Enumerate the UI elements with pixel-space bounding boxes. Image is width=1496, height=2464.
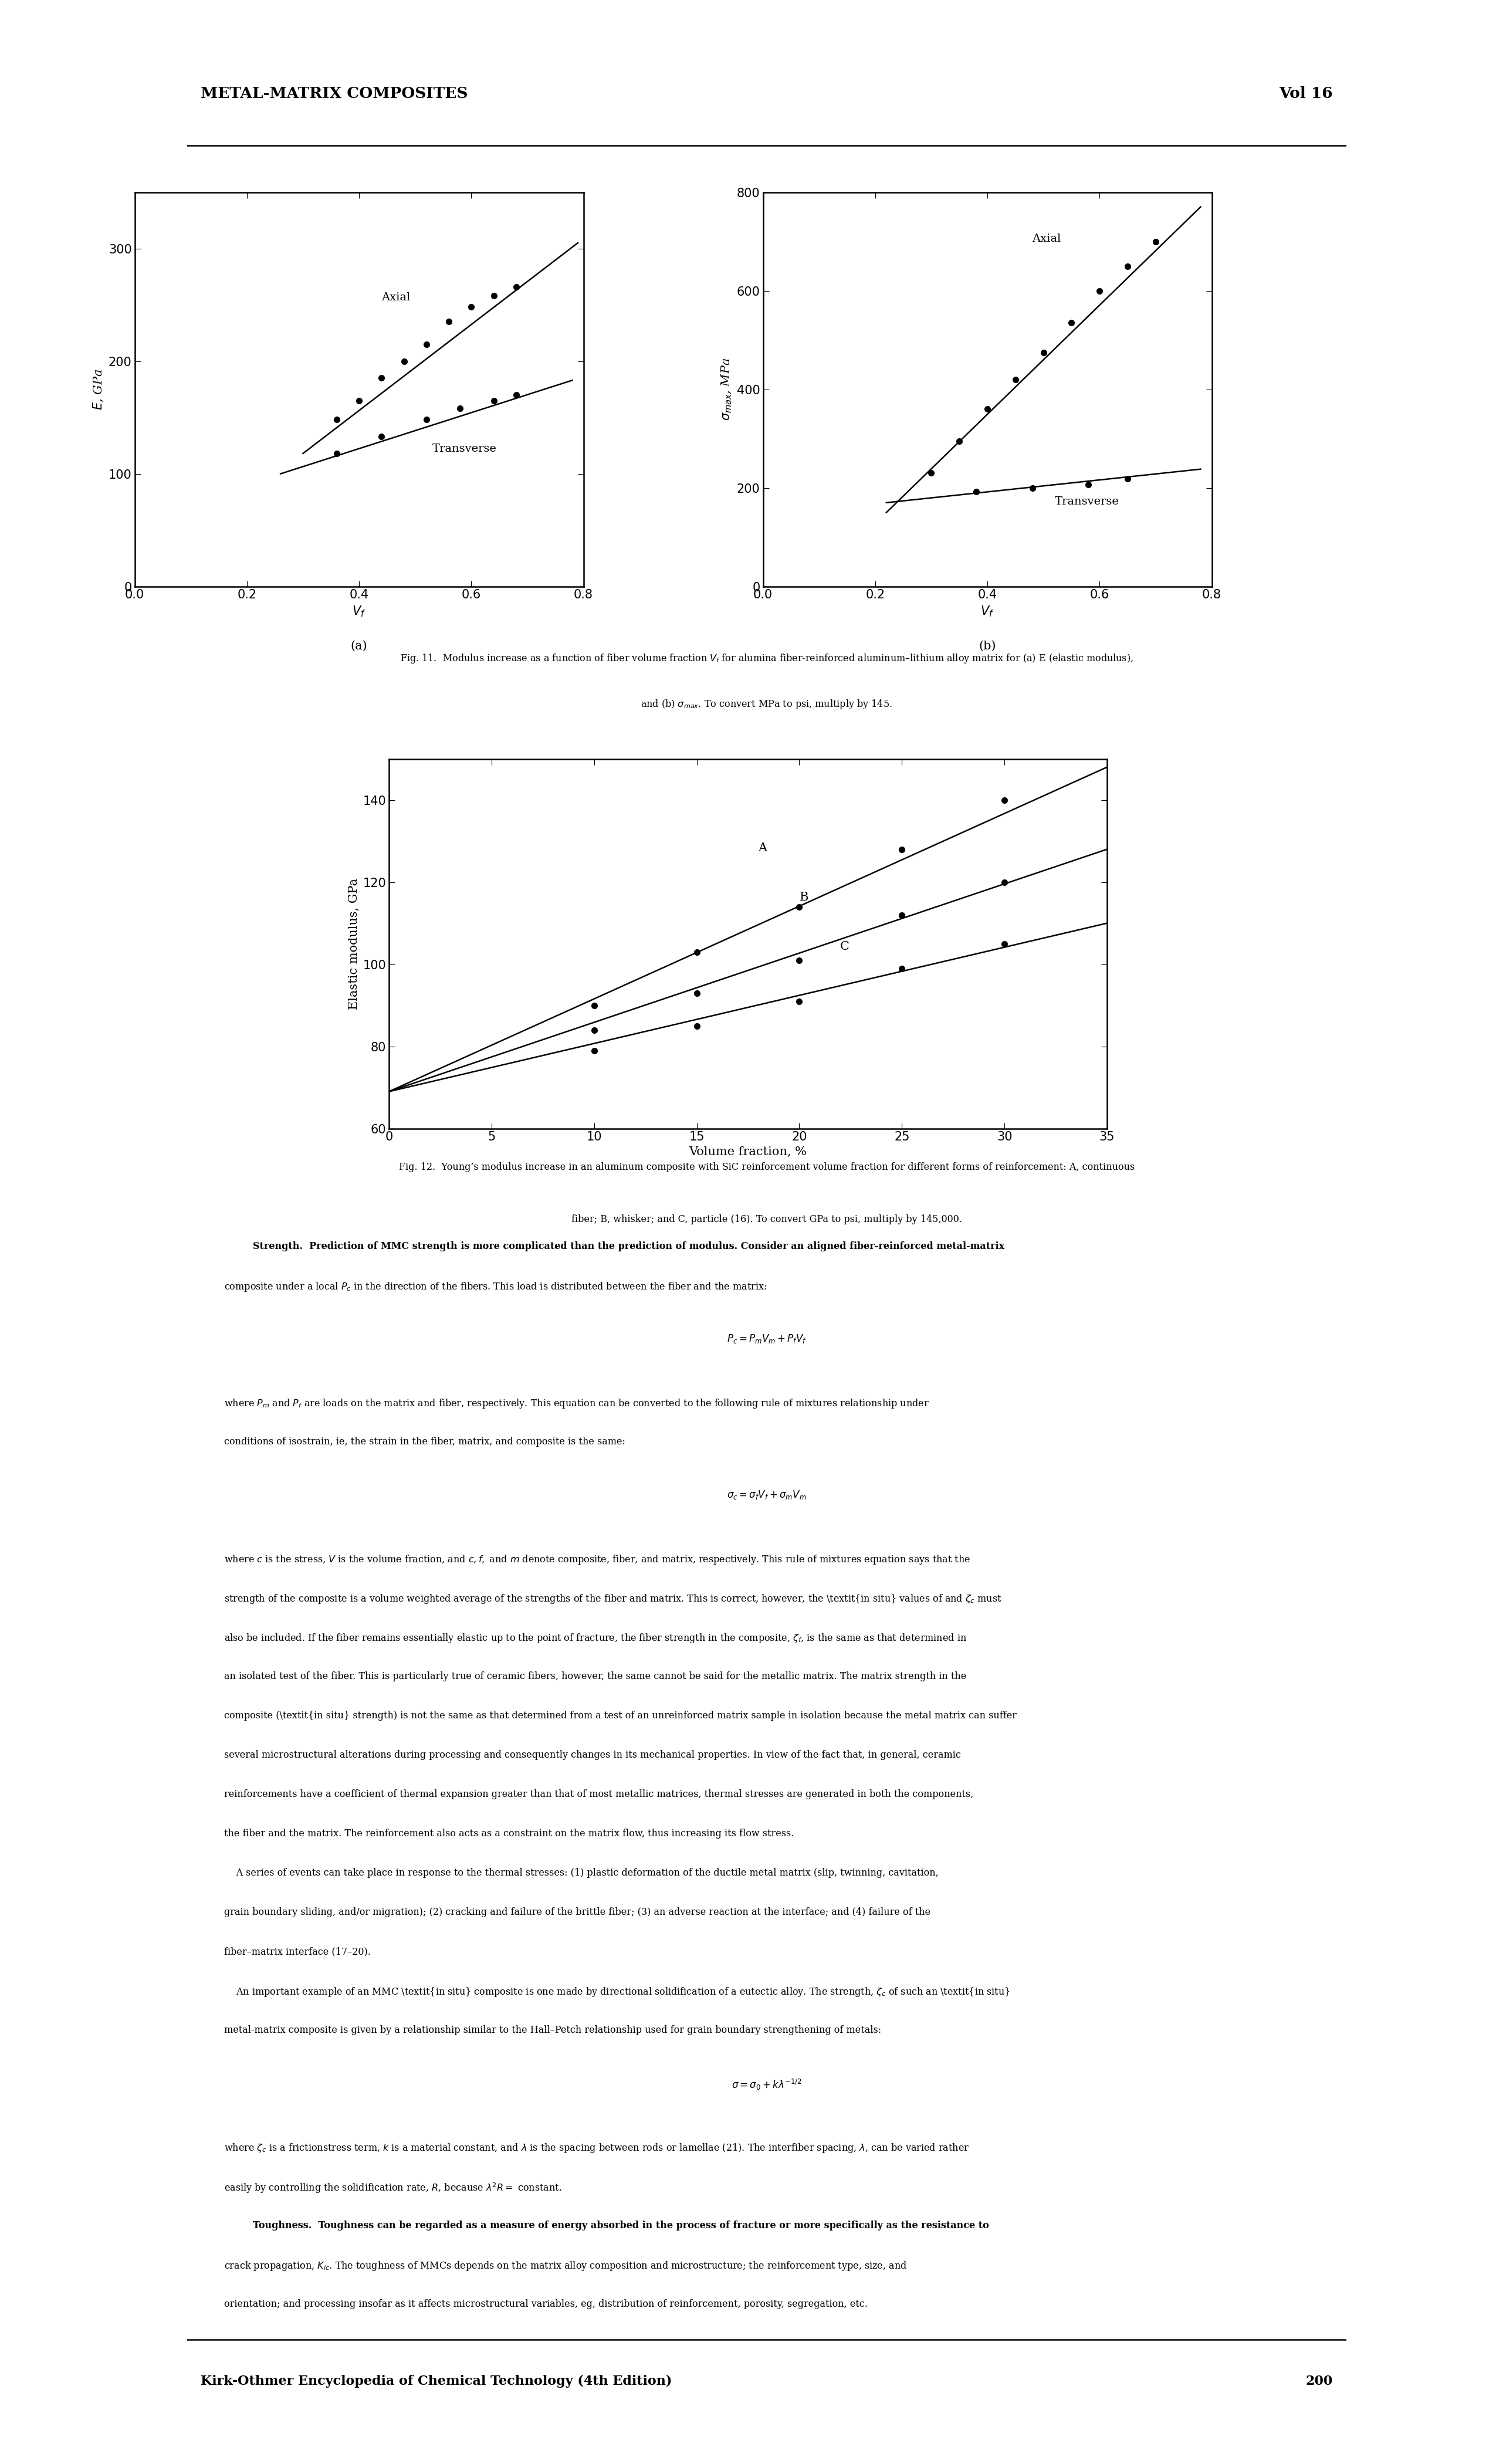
- Text: B: B: [799, 892, 808, 902]
- Text: A series of events can take place in response to the thermal stresses: (1) plast: A series of events can take place in res…: [224, 1868, 938, 1878]
- Text: Strength.  Prediction of MMC strength is more complicated than the prediction of: Strength. Prediction of MMC strength is …: [253, 1242, 1005, 1252]
- Text: composite (\textit{in situ} strength) is not the same as that determined from a : composite (\textit{in situ} strength) is…: [224, 1710, 1017, 1720]
- Text: where $c$ is the stress, $V$ is the volume fraction, and $c, f,$ and $m$ denote : where $c$ is the stress, $V$ is the volu…: [224, 1552, 971, 1565]
- Text: and (b) $\sigma_{max}$. To convert MPa to psi, multiply by 145.: and (b) $\sigma_{max}$. To convert MPa t…: [640, 697, 893, 710]
- Text: orientation; and processing insofar as it affects microstructural variables, eg,: orientation; and processing insofar as i…: [224, 2299, 868, 2309]
- Text: strength of the composite is a volume weighted average of the strengths of the f: strength of the composite is a volume we…: [224, 1592, 1002, 1604]
- Text: Fig. 12.  Young’s modulus increase in an aluminum composite with SiC reinforceme: Fig. 12. Young’s modulus increase in an …: [399, 1163, 1134, 1173]
- Y-axis label: $\sigma_{max}$, MPa: $\sigma_{max}$, MPa: [721, 357, 733, 421]
- Text: where $\zeta_c$ is a frictionstress term, $k$ is a material constant, and $\lamb: where $\zeta_c$ is a frictionstress term…: [224, 2141, 969, 2154]
- Text: composite under a local $P_c$ in the direction of the fibers. This load is distr: composite under a local $P_c$ in the dir…: [224, 1281, 767, 1294]
- X-axis label: $V_f$: $V_f$: [980, 604, 995, 618]
- Text: crack propagation, $K_{ic}$. The toughness of MMCs depends on the matrix alloy c: crack propagation, $K_{ic}$. The toughne…: [224, 2259, 907, 2272]
- Text: metal-matrix composite is given by a relationship similar to the Hall–Petch rela: metal-matrix composite is given by a rel…: [224, 2025, 881, 2035]
- Text: Kirk-Othmer Encyclopedia of Chemical Technology (4th Edition): Kirk-Othmer Encyclopedia of Chemical Tec…: [200, 2375, 672, 2388]
- Y-axis label: $E$, GPa: $E$, GPa: [93, 370, 105, 409]
- Text: easily by controlling the solidification rate, $R$, because $\lambda^2 R =$ cons: easily by controlling the solidification…: [224, 2181, 562, 2195]
- Text: (a): (a): [350, 641, 368, 653]
- Text: Transverse: Transverse: [432, 444, 497, 453]
- Text: fiber; B, whisker; and C, particle (16). To convert GPa to psi, multiply by 145,: fiber; B, whisker; and C, particle (16).…: [571, 1215, 962, 1225]
- Text: A: A: [758, 843, 767, 853]
- Text: (b): (b): [978, 641, 996, 653]
- Text: Fig. 11.  Modulus increase as a function of fiber volume fraction $V_f$ for alum: Fig. 11. Modulus increase as a function …: [399, 653, 1134, 665]
- Text: also be included. If the fiber remains essentially elastic up to the point of fr: also be included. If the fiber remains e…: [224, 1631, 966, 1643]
- Text: 200: 200: [1306, 2375, 1333, 2388]
- Text: $\sigma = \sigma_0 + k\lambda^{-1/2}$: $\sigma = \sigma_0 + k\lambda^{-1/2}$: [732, 2077, 802, 2092]
- Text: fiber–matrix interface (17–20).: fiber–matrix interface (17–20).: [224, 1947, 371, 1956]
- Text: An important example of an MMC \textit{in situ} composite is one made by directi: An important example of an MMC \textit{i…: [224, 1986, 1010, 1998]
- Text: $P_c = P_m V_m + P_f V_f$: $P_c = P_m V_m + P_f V_f$: [727, 1333, 806, 1345]
- Text: C: C: [841, 941, 850, 951]
- X-axis label: $V_f$: $V_f$: [352, 604, 367, 618]
- Text: where $P_m$ and $P_f$ are loads on the matrix and fiber, respectively. This equa: where $P_m$ and $P_f$ are loads on the m…: [224, 1397, 929, 1409]
- Y-axis label: Elastic modulus, GPa: Elastic modulus, GPa: [349, 877, 359, 1010]
- Text: Transverse: Transverse: [1055, 495, 1119, 508]
- Text: reinforcements have a coefficient of thermal expansion greater than that of most: reinforcements have a coefficient of the…: [224, 1789, 974, 1799]
- X-axis label: Volume fraction, %: Volume fraction, %: [690, 1146, 806, 1158]
- Text: grain boundary sliding, and/or migration); (2) cracking and failure of the britt: grain boundary sliding, and/or migration…: [224, 1907, 931, 1917]
- Text: conditions of isostrain, ie, the strain in the fiber, matrix, and composite is t: conditions of isostrain, ie, the strain …: [224, 1437, 625, 1446]
- Text: an isolated test of the fiber. This is particularly true of ceramic fibers, howe: an isolated test of the fiber. This is p…: [224, 1671, 966, 1680]
- Text: several microstructural alterations during processing and consequently changes i: several microstructural alterations duri…: [224, 1749, 960, 1759]
- Text: Axial: Axial: [1032, 234, 1061, 244]
- Text: the fiber and the matrix. The reinforcement also acts as a constraint on the mat: the fiber and the matrix. The reinforcem…: [224, 1828, 794, 1838]
- Text: $\sigma_c = \sigma_f V_f + \sigma_m V_m$: $\sigma_c = \sigma_f V_f + \sigma_m V_m$: [727, 1488, 806, 1501]
- Text: Vol 16: Vol 16: [1279, 86, 1333, 101]
- Text: METAL-MATRIX COMPOSITES: METAL-MATRIX COMPOSITES: [200, 86, 468, 101]
- Text: Axial: Axial: [381, 293, 410, 303]
- Text: Toughness.  Toughness can be regarded as a measure of energy absorbed in the pro: Toughness. Toughness can be regarded as …: [253, 2220, 989, 2230]
